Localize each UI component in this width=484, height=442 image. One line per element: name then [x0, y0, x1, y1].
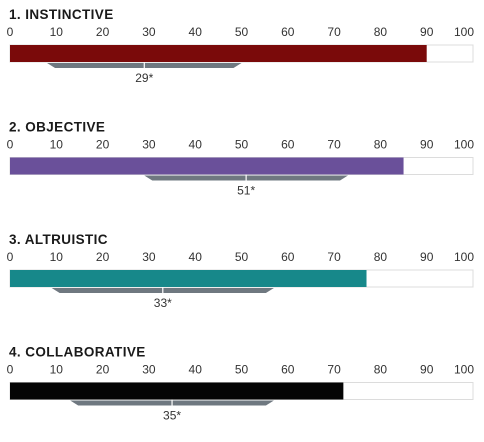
- panel-1-title: 1. INSTINCTIVE: [9, 7, 114, 22]
- panel-3-bar: [10, 270, 367, 287]
- panel-2-tick-label: 20: [96, 138, 110, 152]
- panel-2-tick-label: 80: [374, 138, 388, 152]
- panel-1-tick-label: 70: [327, 25, 341, 39]
- panel-1-tick-label: 80: [374, 25, 388, 39]
- panel-4-tick-label: 40: [189, 363, 203, 377]
- panel-2-tick-label: 10: [50, 138, 64, 152]
- panel-2-tick-label: 90: [420, 138, 434, 152]
- panel-2-tick-label: 100: [454, 138, 474, 152]
- panel-4-annotation: 35*: [163, 409, 181, 423]
- panel-4-title: 4. COLLABORATIVE: [9, 345, 146, 360]
- panel-1-tick-label: 50: [235, 25, 249, 39]
- panel-1-tick-label: 90: [420, 25, 434, 39]
- panel-2-tick-label: 30: [142, 138, 156, 152]
- panel-2-annotation: 51*: [237, 184, 255, 198]
- panel-2-bar: [10, 157, 404, 175]
- panel-4-tick-label: 90: [420, 363, 434, 377]
- panel-1-tick-label: 60: [281, 25, 295, 39]
- panel-3-tick-label: 0: [7, 250, 14, 264]
- panel-3-tick-label: 40: [189, 250, 203, 264]
- panel-3-tick-label: 30: [142, 250, 156, 264]
- panel-4-tick-label: 10: [50, 363, 64, 377]
- panel-1-annotation: 29*: [135, 71, 153, 85]
- panel-2-tick-label: 0: [7, 138, 14, 152]
- panel-4-bar: [10, 382, 344, 400]
- panel-3-annotation: 33*: [154, 296, 172, 310]
- panel-3-tick-label: 50: [235, 250, 249, 264]
- panel-4-tick-label: 80: [374, 363, 388, 377]
- panel-4-tick-label: 60: [281, 363, 295, 377]
- panel-2-tick-label: 60: [281, 138, 295, 152]
- panel-4-tick-label: 100: [454, 363, 474, 377]
- panel-2-tick-label: 40: [189, 138, 203, 152]
- panel-3-tick-label: 80: [374, 250, 388, 264]
- panel-4-tick-label: 50: [235, 363, 249, 377]
- panel-3-tick-label: 10: [50, 250, 64, 264]
- panel-1-tick-label: 0: [7, 25, 14, 39]
- panel-4-tick-label: 20: [96, 363, 110, 377]
- panel-1-bar: [10, 45, 427, 62]
- panel-4-tick-label: 30: [142, 363, 156, 377]
- panel-2-tick-label: 70: [327, 138, 341, 152]
- panel-1-tick-label: 40: [189, 25, 203, 39]
- panel-1-tick-label: 10: [50, 25, 64, 39]
- panel-3-tick-label: 20: [96, 250, 110, 264]
- panel-3-tick-label: 90: [420, 250, 434, 264]
- panel-1-tick-label: 20: [96, 25, 110, 39]
- panel-3-tick-label: 60: [281, 250, 295, 264]
- panel-2-title: 2. OBJECTIVE: [9, 120, 105, 135]
- panel-1-tick-label: 100: [454, 25, 474, 39]
- panel-3-tick-label: 70: [327, 250, 341, 264]
- panel-4-tick-label: 0: [7, 363, 14, 377]
- panel-3-title: 3. ALTRUISTIC: [9, 232, 108, 247]
- panel-1-tick-label: 30: [142, 25, 156, 39]
- panel-3-tick-label: 100: [454, 250, 474, 264]
- panel-4-tick-label: 70: [327, 363, 341, 377]
- panel-2-tick-label: 50: [235, 138, 249, 152]
